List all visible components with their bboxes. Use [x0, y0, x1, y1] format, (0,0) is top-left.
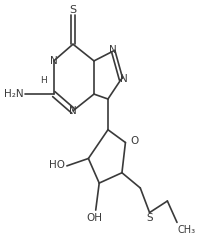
Text: H₂N: H₂N	[4, 89, 24, 99]
Text: HO: HO	[49, 160, 65, 170]
Text: S: S	[69, 5, 77, 15]
Text: H: H	[40, 76, 47, 85]
Text: N: N	[120, 74, 128, 84]
Text: N: N	[50, 56, 58, 66]
Text: S: S	[146, 213, 153, 223]
Text: O: O	[130, 136, 139, 146]
Text: N: N	[69, 106, 77, 116]
Text: N: N	[109, 45, 117, 55]
Text: OH: OH	[87, 213, 103, 223]
Text: CH₃: CH₃	[177, 225, 195, 235]
